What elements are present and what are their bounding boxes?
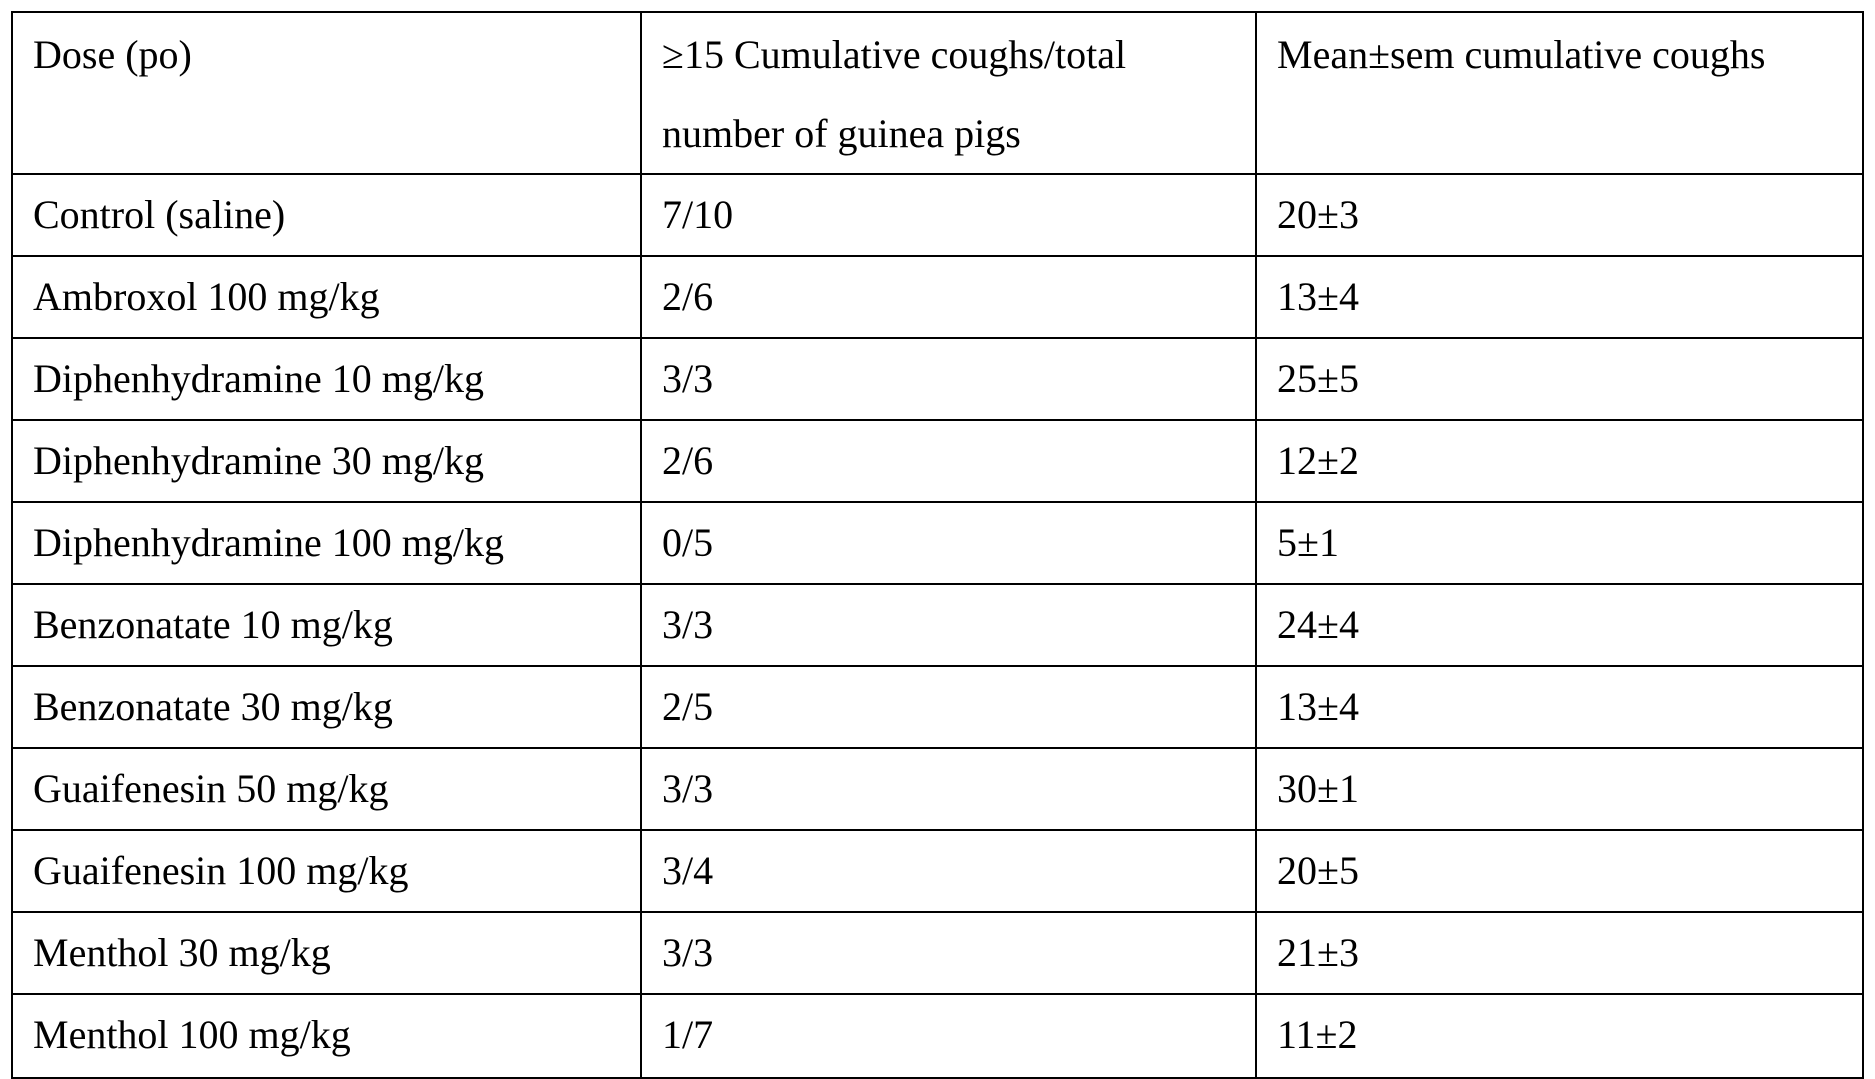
header-dose: Dose (po)	[12, 12, 641, 174]
header-cumulative-coughs-ratio: ≥15 Cumulative coughs/total number of gu…	[641, 12, 1256, 174]
cell-mean-sem: 13±4	[1256, 666, 1863, 748]
table-row: Ambroxol 100 mg/kg 2/6 13±4	[12, 256, 1863, 338]
table-row: Control (saline) 7/10 20±3	[12, 174, 1863, 256]
cough-results-table: Dose (po) ≥15 Cumulative coughs/total nu…	[11, 11, 1864, 1079]
cell-dose: Guaifenesin 50 mg/kg	[12, 748, 641, 830]
cell-ratio: 2/6	[641, 256, 1256, 338]
table-row: Benzonatate 10 mg/kg 3/3 24±4	[12, 584, 1863, 666]
cell-dose: Benzonatate 10 mg/kg	[12, 584, 641, 666]
cell-mean-sem: 20±3	[1256, 174, 1863, 256]
cell-dose: Menthol 100 mg/kg	[12, 994, 641, 1078]
cell-mean-sem: 11±2	[1256, 994, 1863, 1078]
cell-dose: Guaifenesin 100 mg/kg	[12, 830, 641, 912]
cell-ratio: 2/5	[641, 666, 1256, 748]
cell-ratio: 3/3	[641, 748, 1256, 830]
cell-ratio: 3/3	[641, 338, 1256, 420]
cell-ratio: 7/10	[641, 174, 1256, 256]
cell-ratio: 2/6	[641, 420, 1256, 502]
cell-dose: Benzonatate 30 mg/kg	[12, 666, 641, 748]
table-row: Diphenhydramine 10 mg/kg 3/3 25±5	[12, 338, 1863, 420]
cell-dose: Menthol 30 mg/kg	[12, 912, 641, 994]
cell-mean-sem: 5±1	[1256, 502, 1863, 584]
cell-ratio: 0/5	[641, 502, 1256, 584]
table-row: Benzonatate 30 mg/kg 2/5 13±4	[12, 666, 1863, 748]
cell-dose: Diphenhydramine 30 mg/kg	[12, 420, 641, 502]
table-row: Menthol 30 mg/kg 3/3 21±3	[12, 912, 1863, 994]
table-row: Diphenhydramine 30 mg/kg 2/6 12±2	[12, 420, 1863, 502]
header-mean-sem-coughs: Mean±sem cumulative coughs	[1256, 12, 1863, 174]
cell-mean-sem: 13±4	[1256, 256, 1863, 338]
table-row: Guaifenesin 100 mg/kg 3/4 20±5	[12, 830, 1863, 912]
cell-dose: Diphenhydramine 10 mg/kg	[12, 338, 641, 420]
cell-ratio: 3/3	[641, 912, 1256, 994]
cell-mean-sem: 20±5	[1256, 830, 1863, 912]
cell-dose: Ambroxol 100 mg/kg	[12, 256, 641, 338]
table-row: Menthol 100 mg/kg 1/7 11±2	[12, 994, 1863, 1078]
table-row: Diphenhydramine 100 mg/kg 0/5 5±1	[12, 502, 1863, 584]
cell-ratio: 1/7	[641, 994, 1256, 1078]
cell-ratio: 3/4	[641, 830, 1256, 912]
cell-dose: Control (saline)	[12, 174, 641, 256]
header-row: Dose (po) ≥15 Cumulative coughs/total nu…	[12, 12, 1863, 174]
cell-dose: Diphenhydramine 100 mg/kg	[12, 502, 641, 584]
cell-mean-sem: 30±1	[1256, 748, 1863, 830]
cell-mean-sem: 21±3	[1256, 912, 1863, 994]
cell-ratio: 3/3	[641, 584, 1256, 666]
cell-mean-sem: 24±4	[1256, 584, 1863, 666]
cell-mean-sem: 12±2	[1256, 420, 1863, 502]
cell-mean-sem: 25±5	[1256, 338, 1863, 420]
table-row: Guaifenesin 50 mg/kg 3/3 30±1	[12, 748, 1863, 830]
results-table-container: Dose (po) ≥15 Cumulative coughs/total nu…	[11, 11, 1864, 1079]
